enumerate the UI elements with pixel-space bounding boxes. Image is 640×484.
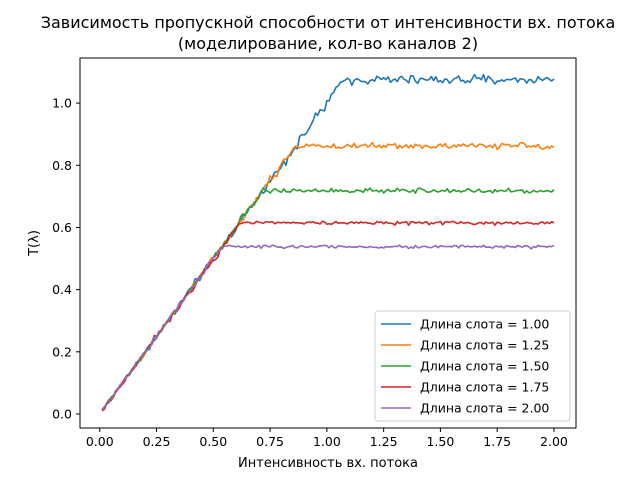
y-tick-label: 0.4 bbox=[52, 282, 72, 297]
x-tick-label: 1.00 bbox=[313, 434, 341, 449]
chart-subtitle: (моделирование, кол-во каналов 2) bbox=[178, 34, 478, 53]
x-tick-label: 1.25 bbox=[370, 434, 398, 449]
x-tick-label: 0.25 bbox=[143, 434, 171, 449]
y-tick-label: 0.0 bbox=[52, 407, 72, 422]
series-line bbox=[101, 244, 555, 411]
y-tick-label: 0.6 bbox=[52, 220, 72, 235]
y-axis-label: T(λ) bbox=[27, 230, 42, 257]
y-tick-label: 0.2 bbox=[52, 344, 72, 359]
x-tick-label: 0.00 bbox=[86, 434, 114, 449]
legend-label: Длина слота = 1.25 bbox=[420, 338, 549, 353]
series-lines bbox=[101, 73, 555, 412]
legend-label: Длина слота = 2.00 bbox=[420, 401, 549, 416]
plot-frame bbox=[79, 57, 577, 429]
y-tick-label: 0.8 bbox=[52, 158, 72, 173]
x-tick-label: 0.75 bbox=[256, 434, 284, 449]
x-tick-label: 1.50 bbox=[426, 434, 454, 449]
legend-box bbox=[374, 310, 571, 422]
y-tick-label: 1.0 bbox=[52, 96, 72, 111]
chart-title: Зависимость пропускной способности от ин… bbox=[41, 13, 616, 32]
legend: Длина слота = 1.00 Длина слота = 1.25 Длин… bbox=[374, 310, 571, 422]
x-tick-label: 1.75 bbox=[483, 434, 511, 449]
legend-label: Длина слота = 1.75 bbox=[420, 380, 549, 395]
x-tick-label: 0.50 bbox=[199, 434, 227, 449]
y-axis: 0.0 0.2 0.4 0.6 0.8 1.0 bbox=[52, 96, 80, 422]
x-tick-label: 2.00 bbox=[540, 434, 568, 449]
x-axis-label: Интенсивность вх. потока bbox=[238, 456, 418, 471]
legend-label: Длина слота = 1.50 bbox=[420, 359, 549, 374]
legend-label: Длина слота = 1.00 bbox=[420, 317, 549, 332]
x-axis: 0.00 0.25 0.50 0.75 1.00 1.25 1.50 1.75 2.00 bbox=[86, 428, 568, 449]
